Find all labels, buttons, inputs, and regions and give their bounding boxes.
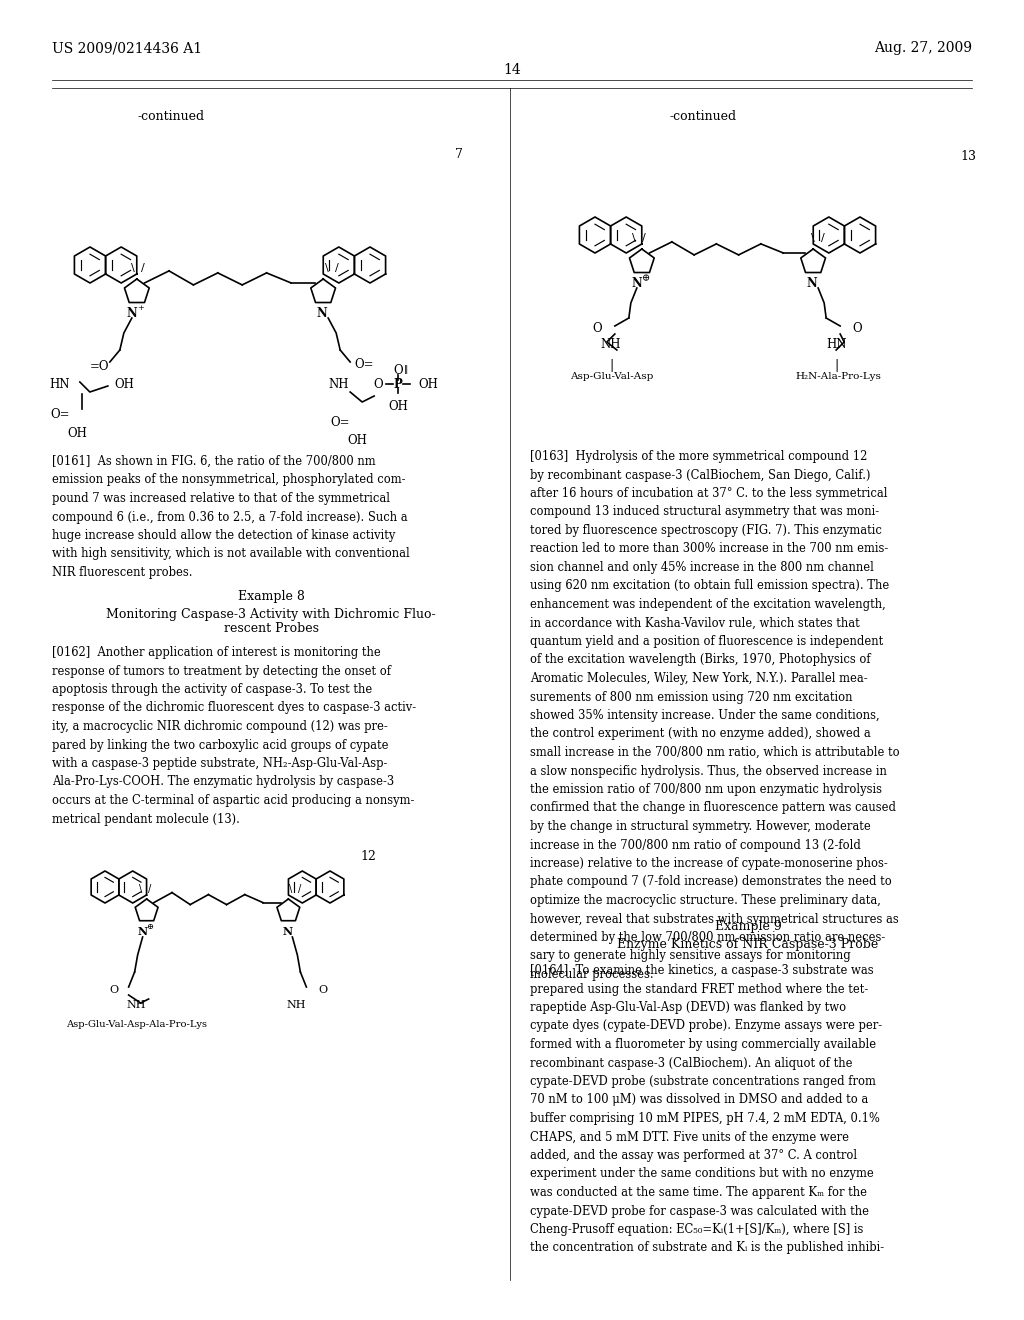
- Text: US 2009/0214436 A1: US 2009/0214436 A1: [52, 41, 202, 55]
- Text: /: /: [642, 234, 646, 243]
- Text: \: \: [326, 263, 329, 273]
- Text: Enzyme Kinetics of NIR Caspase-3 Probe: Enzyme Kinetics of NIR Caspase-3 Probe: [617, 939, 879, 950]
- Text: OH: OH: [388, 400, 409, 413]
- Text: \: \: [632, 234, 636, 243]
- Text: NH: NH: [287, 1001, 306, 1010]
- Text: O: O: [592, 322, 602, 335]
- Text: [0164]  To examine the kinetics, a caspase-3 substrate was
prepared using the st: [0164] To examine the kinetics, a caspas…: [530, 964, 884, 1254]
- Text: NH: NH: [601, 338, 622, 351]
- Text: NH: NH: [328, 378, 348, 391]
- Text: Asp-Glu-Val-Asp-Ala-Pro-Lys: Asp-Glu-Val-Asp-Ala-Pro-Lys: [67, 1020, 207, 1030]
- Text: N: N: [632, 277, 642, 290]
- Text: P: P: [394, 378, 402, 391]
- Text: O: O: [393, 363, 403, 376]
- Text: \: \: [811, 234, 815, 243]
- Text: HN: HN: [49, 378, 70, 391]
- Text: O: O: [852, 322, 862, 335]
- Text: OH: OH: [418, 378, 438, 391]
- Text: /: /: [335, 263, 339, 273]
- Text: OH: OH: [67, 426, 87, 440]
- Text: O=: O=: [331, 416, 350, 429]
- Text: |: |: [609, 359, 614, 372]
- Text: =O: =O: [90, 360, 110, 374]
- Text: Example 9: Example 9: [715, 920, 781, 933]
- Text: \: \: [139, 884, 142, 894]
- Text: N: N: [807, 277, 817, 290]
- Text: 12: 12: [360, 850, 376, 863]
- Text: H₂N-Ala-Pro-Lys: H₂N-Ala-Pro-Lys: [796, 372, 881, 381]
- Text: -continued: -continued: [137, 110, 205, 123]
- Text: Asp-Glu-Val-Asp: Asp-Glu-Val-Asp: [570, 372, 653, 381]
- Text: [0161]  As shown in FIG. 6, the ratio of the 700/800 nm
emission peaks of the no: [0161] As shown in FIG. 6, the ratio of …: [52, 455, 410, 579]
- Text: 7: 7: [455, 148, 463, 161]
- Text: O: O: [318, 985, 328, 995]
- Text: \: \: [289, 884, 292, 894]
- Text: [0162]  Another application of interest is monitoring the
response of tumors to : [0162] Another application of interest i…: [52, 645, 416, 825]
- Text: O: O: [110, 985, 118, 995]
- Text: N: N: [137, 927, 147, 937]
- Text: Monitoring Caspase-3 Activity with Dichromic Fluo-: Monitoring Caspase-3 Activity with Dichr…: [106, 609, 436, 620]
- Text: O=: O=: [50, 408, 70, 421]
- Text: 13: 13: [961, 150, 976, 162]
- Text: /: /: [298, 884, 301, 894]
- Text: \: \: [131, 263, 135, 273]
- Text: /: /: [141, 263, 144, 273]
- Text: ⊕: ⊕: [146, 923, 154, 931]
- Text: /: /: [148, 884, 152, 894]
- Text: Example 8: Example 8: [238, 590, 304, 603]
- Text: OH: OH: [347, 434, 367, 447]
- Text: ‖: ‖: [404, 366, 409, 375]
- Text: [0163]  Hydrolysis of the more symmetrical compound 12
by recombinant caspase-3 : [0163] Hydrolysis of the more symmetrica…: [530, 450, 900, 981]
- Text: +: +: [137, 304, 144, 312]
- Text: -continued: -continued: [670, 110, 736, 123]
- Text: 14: 14: [503, 63, 521, 77]
- Text: N: N: [283, 927, 293, 937]
- Text: O: O: [374, 378, 383, 391]
- Text: ⊕: ⊕: [642, 275, 650, 282]
- Text: N: N: [316, 308, 328, 319]
- Text: NH: NH: [127, 1001, 146, 1010]
- Text: |: |: [834, 359, 839, 372]
- Text: OH: OH: [115, 378, 135, 391]
- Text: HN: HN: [826, 338, 847, 351]
- Text: /: /: [821, 234, 825, 243]
- Text: rescent Probes: rescent Probes: [223, 622, 318, 635]
- Text: N: N: [126, 308, 137, 319]
- Text: O=: O=: [354, 358, 374, 371]
- Text: Aug. 27, 2009: Aug. 27, 2009: [874, 41, 972, 55]
